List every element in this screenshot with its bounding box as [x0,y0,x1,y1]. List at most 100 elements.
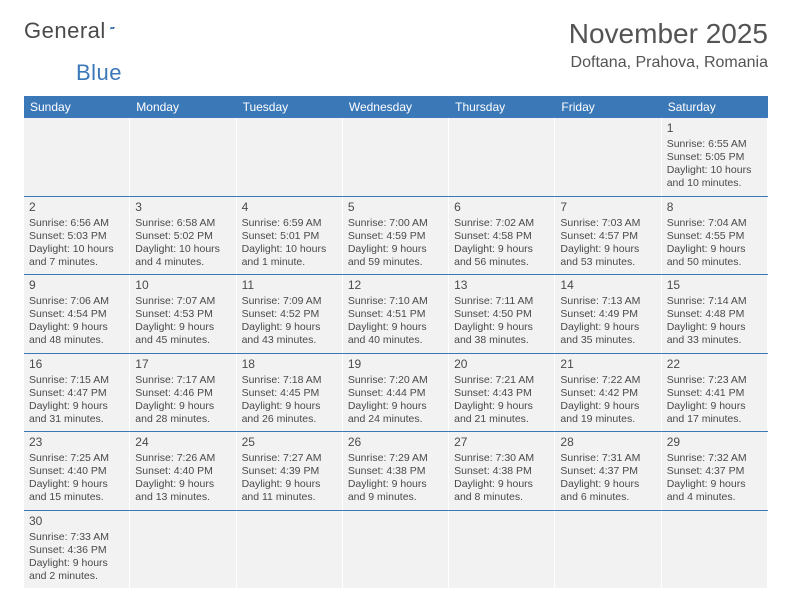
day-cell-empty [449,118,555,196]
day-number: 6 [454,200,549,215]
day-number: 11 [242,278,337,293]
day-number: 16 [29,357,124,372]
day-cell: 6Sunrise: 7:02 AMSunset: 4:58 PMDaylight… [449,197,555,275]
day-cell: 30Sunrise: 7:33 AMSunset: 4:36 PMDayligh… [24,511,130,589]
sunrise-text: Sunrise: 7:20 AM [348,374,443,387]
day-number: 8 [667,200,762,215]
sunset-text: Sunset: 4:44 PM [348,387,443,400]
weeks-container: 1Sunrise: 6:55 AMSunset: 5:05 PMDaylight… [24,118,768,588]
day-cell: 19Sunrise: 7:20 AMSunset: 4:44 PMDayligh… [343,354,449,432]
sunset-text: Sunset: 4:53 PM [135,308,230,321]
sunrise-text: Sunrise: 7:15 AM [29,374,124,387]
weekday-header: Thursday [449,96,555,118]
day-cell: 16Sunrise: 7:15 AMSunset: 4:47 PMDayligh… [24,354,130,432]
daylight-text: Daylight: 9 hours and 8 minutes. [454,478,549,504]
sunrise-text: Sunrise: 7:32 AM [667,452,762,465]
calendar-page: General November 2025 Doftana, Prahova, … [0,0,792,598]
sunset-text: Sunset: 4:48 PM [667,308,762,321]
sunrise-text: Sunrise: 7:11 AM [454,295,549,308]
sunset-text: Sunset: 4:49 PM [560,308,655,321]
daylight-text: Daylight: 9 hours and 17 minutes. [667,400,762,426]
sunrise-text: Sunrise: 7:00 AM [348,217,443,230]
daylight-text: Daylight: 9 hours and 28 minutes. [135,400,230,426]
sunset-text: Sunset: 4:38 PM [454,465,549,478]
calendar: Sunday Monday Tuesday Wednesday Thursday… [24,96,768,588]
daylight-text: Daylight: 9 hours and 56 minutes. [454,243,549,269]
day-cell: 12Sunrise: 7:10 AMSunset: 4:51 PMDayligh… [343,275,449,353]
daylight-text: Daylight: 9 hours and 53 minutes. [560,243,655,269]
day-cell-empty [343,118,449,196]
sunrise-text: Sunrise: 7:09 AM [242,295,337,308]
day-number: 15 [667,278,762,293]
logo-flag-icon [110,19,115,37]
weekday-header: Wednesday [343,96,449,118]
day-number: 27 [454,435,549,450]
day-cell-empty [130,118,236,196]
daylight-text: Daylight: 9 hours and 19 minutes. [560,400,655,426]
day-cell: 22Sunrise: 7:23 AMSunset: 4:41 PMDayligh… [662,354,768,432]
day-cell: 10Sunrise: 7:07 AMSunset: 4:53 PMDayligh… [130,275,236,353]
day-number: 26 [348,435,443,450]
day-number: 29 [667,435,762,450]
sunset-text: Sunset: 4:38 PM [348,465,443,478]
sunset-text: Sunset: 4:37 PM [560,465,655,478]
day-number: 5 [348,200,443,215]
sunrise-text: Sunrise: 7:29 AM [348,452,443,465]
sunset-text: Sunset: 4:50 PM [454,308,549,321]
sunset-text: Sunset: 4:54 PM [29,308,124,321]
day-number: 3 [135,200,230,215]
daylight-text: Daylight: 9 hours and 48 minutes. [29,321,124,347]
sunrise-text: Sunrise: 7:26 AM [135,452,230,465]
weekday-header: Saturday [662,96,768,118]
daylight-text: Daylight: 9 hours and 35 minutes. [560,321,655,347]
day-cell: 25Sunrise: 7:27 AMSunset: 4:39 PMDayligh… [237,432,343,510]
sunrise-text: Sunrise: 7:23 AM [667,374,762,387]
sunset-text: Sunset: 5:01 PM [242,230,337,243]
day-number: 17 [135,357,230,372]
sunset-text: Sunset: 4:51 PM [348,308,443,321]
day-cell-empty [130,511,236,589]
daylight-text: Daylight: 9 hours and 6 minutes. [560,478,655,504]
day-number: 12 [348,278,443,293]
sunset-text: Sunset: 5:05 PM [667,151,762,164]
sunset-text: Sunset: 4:40 PM [29,465,124,478]
day-number: 20 [454,357,549,372]
daylight-text: Daylight: 9 hours and 31 minutes. [29,400,124,426]
day-cell: 26Sunrise: 7:29 AMSunset: 4:38 PMDayligh… [343,432,449,510]
day-number: 24 [135,435,230,450]
daylight-text: Daylight: 10 hours and 1 minute. [242,243,337,269]
sunset-text: Sunset: 4:57 PM [560,230,655,243]
day-cell-empty [555,118,661,196]
title-block: November 2025 Doftana, Prahova, Romania [569,18,768,72]
week-row: 23Sunrise: 7:25 AMSunset: 4:40 PMDayligh… [24,432,768,511]
sunrise-text: Sunrise: 7:33 AM [29,531,124,544]
sunset-text: Sunset: 4:46 PM [135,387,230,400]
logo-word-1: General [24,18,106,44]
day-number: 22 [667,357,762,372]
sunset-text: Sunset: 4:59 PM [348,230,443,243]
day-cell-empty [449,511,555,589]
day-cell: 23Sunrise: 7:25 AMSunset: 4:40 PMDayligh… [24,432,130,510]
day-number: 1 [667,121,762,136]
sunset-text: Sunset: 4:40 PM [135,465,230,478]
weekday-header-row: Sunday Monday Tuesday Wednesday Thursday… [24,96,768,118]
daylight-text: Daylight: 9 hours and 26 minutes. [242,400,337,426]
sunrise-text: Sunrise: 7:18 AM [242,374,337,387]
day-cell: 9Sunrise: 7:06 AMSunset: 4:54 PMDaylight… [24,275,130,353]
daylight-text: Daylight: 10 hours and 10 minutes. [667,164,762,190]
sunrise-text: Sunrise: 7:31 AM [560,452,655,465]
day-number: 14 [560,278,655,293]
sunset-text: Sunset: 4:52 PM [242,308,337,321]
day-cell: 5Sunrise: 7:00 AMSunset: 4:59 PMDaylight… [343,197,449,275]
day-number: 18 [242,357,337,372]
day-number: 4 [242,200,337,215]
sunset-text: Sunset: 4:55 PM [667,230,762,243]
day-cell-empty [24,118,130,196]
daylight-text: Daylight: 9 hours and 43 minutes. [242,321,337,347]
daylight-text: Daylight: 9 hours and 2 minutes. [29,557,124,583]
weekday-header: Sunday [24,96,130,118]
sunset-text: Sunset: 4:36 PM [29,544,124,557]
sunrise-text: Sunrise: 7:10 AM [348,295,443,308]
sunset-text: Sunset: 4:58 PM [454,230,549,243]
day-cell: 1Sunrise: 6:55 AMSunset: 5:05 PMDaylight… [662,118,768,196]
